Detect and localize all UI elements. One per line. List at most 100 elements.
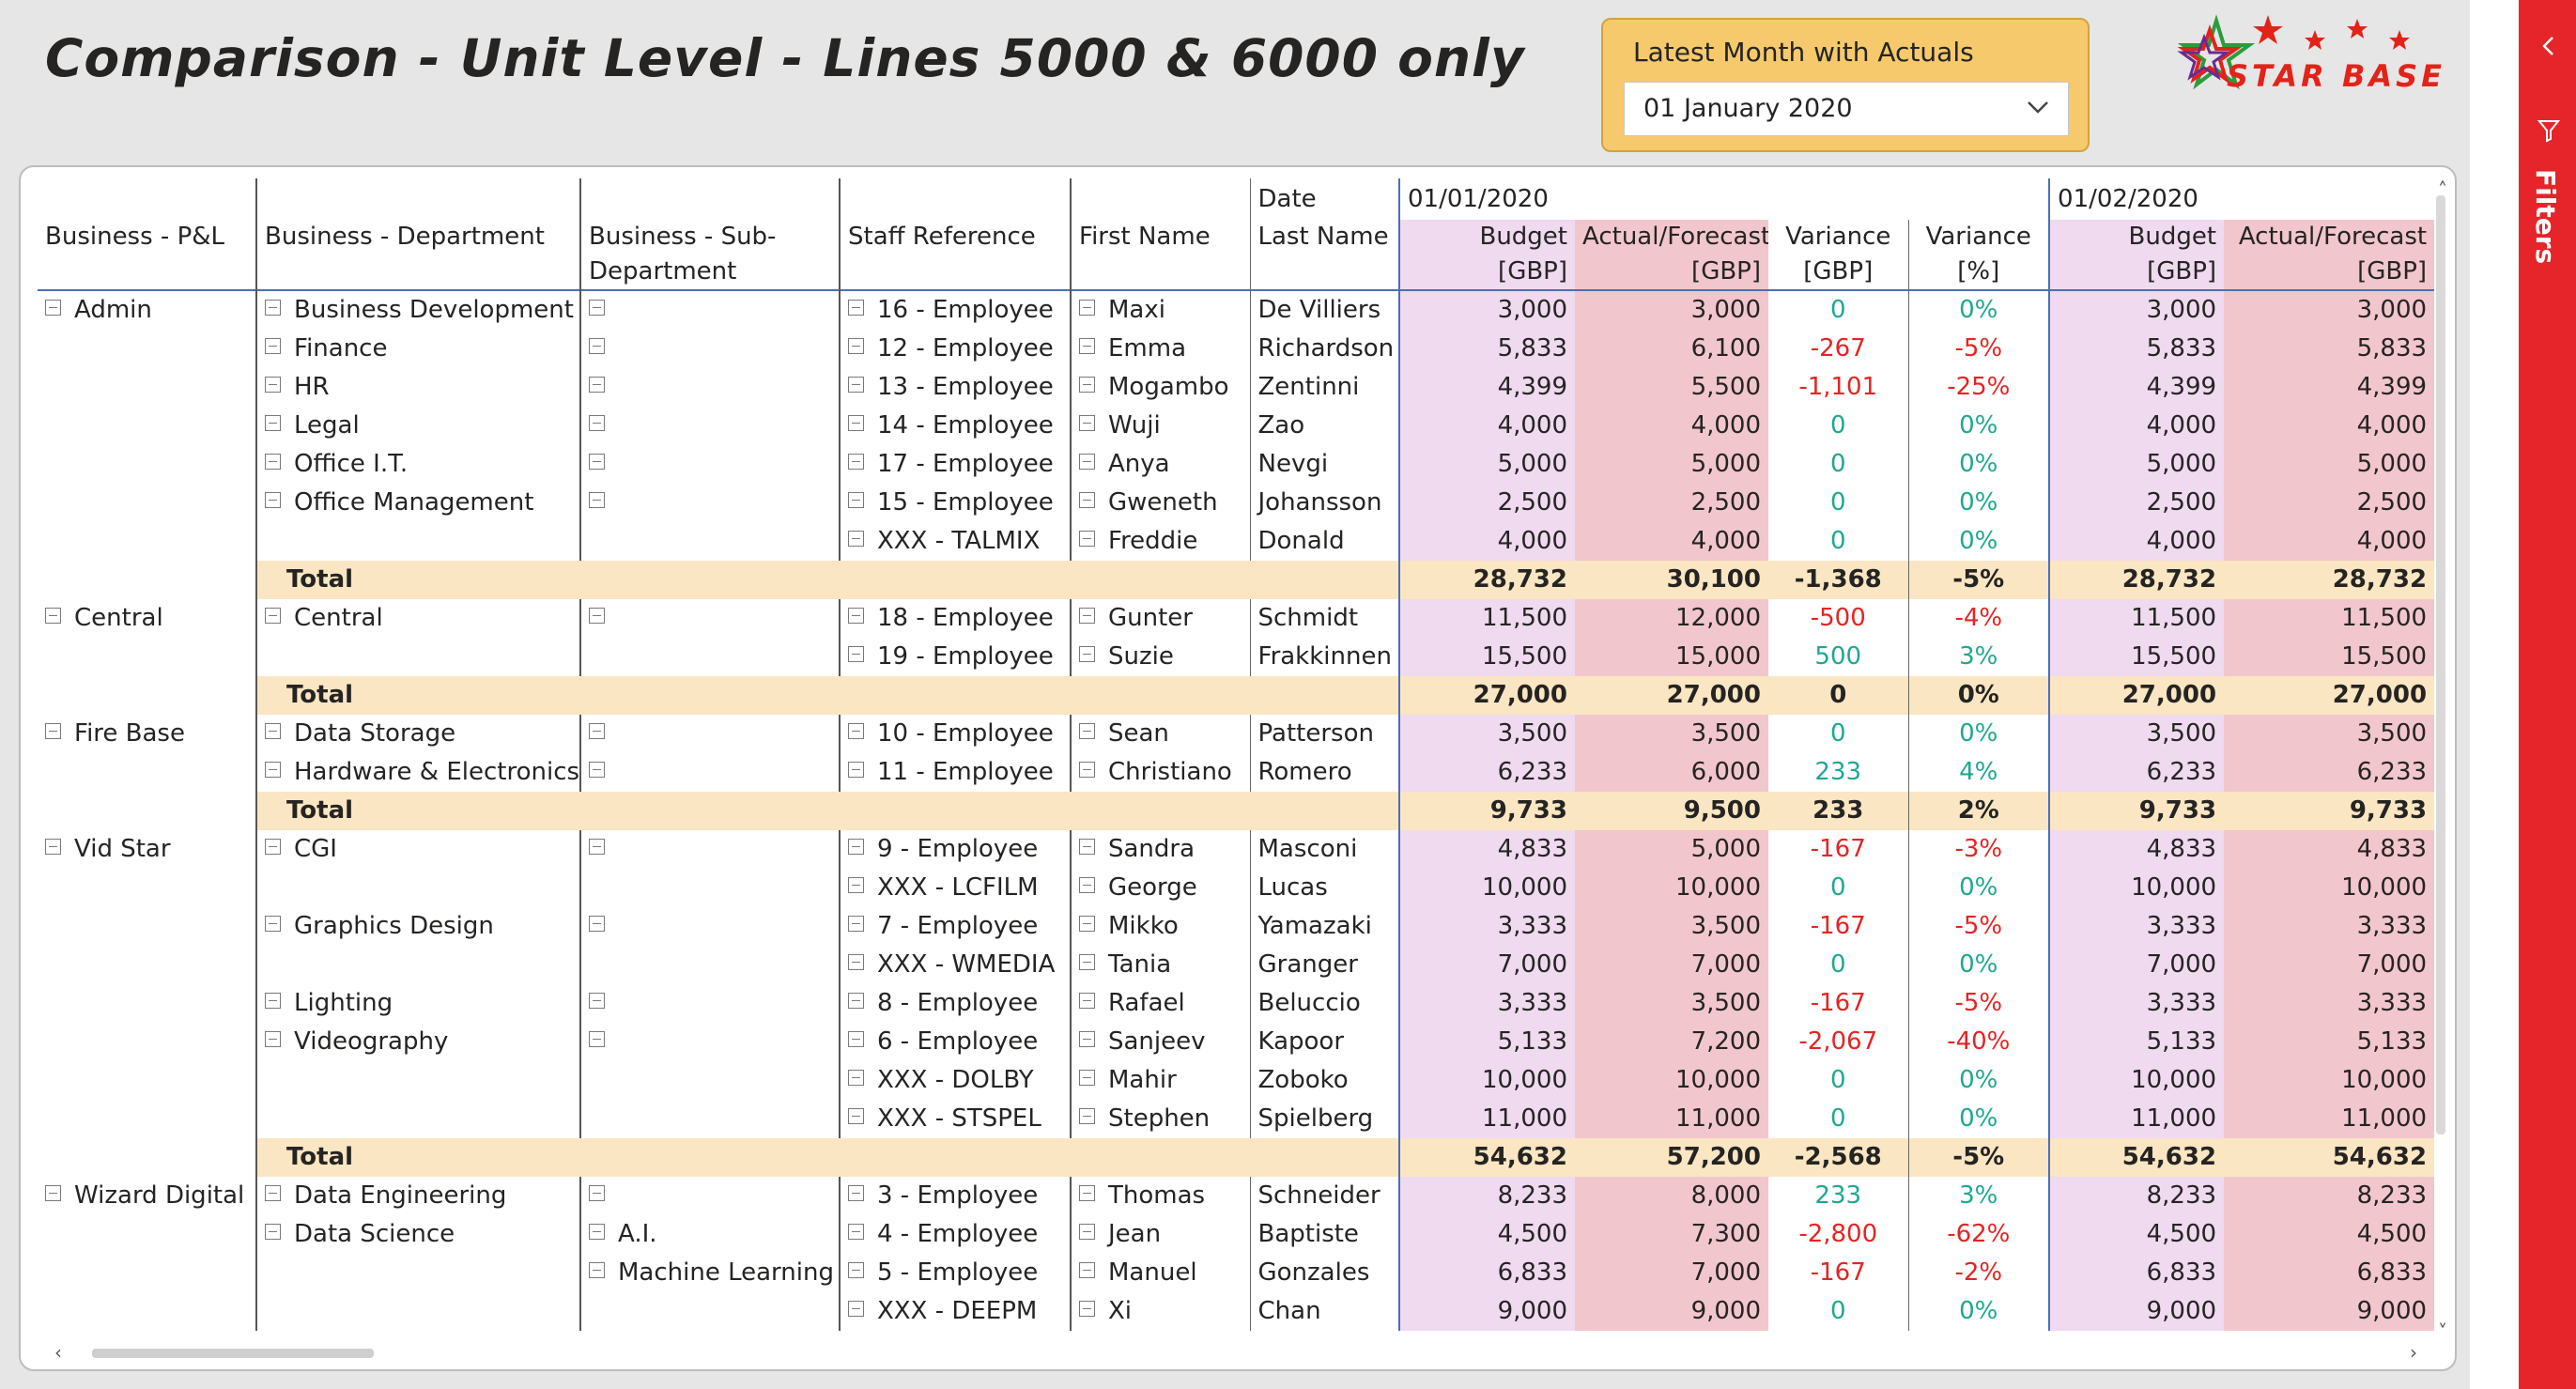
expand-collapse-icon[interactable] [1079, 839, 1095, 855]
col-header-last[interactable]: Last Name [1249, 220, 1399, 290]
cell-first-name[interactable]: Sandra [1070, 830, 1250, 869]
cell-staff[interactable]: 5 - Employee [839, 1254, 1071, 1292]
cell-first-name[interactable]: Wuji [1070, 407, 1250, 445]
expand-collapse-icon[interactable] [848, 454, 864, 470]
expand-collapse-icon[interactable] [1079, 916, 1095, 932]
cell-first-name[interactable]: Jean [1070, 1215, 1250, 1254]
cell-pl[interactable]: Wizard Digital [38, 1177, 256, 1215]
expand-collapse-icon[interactable] [589, 839, 605, 855]
cell-staff[interactable]: 12 - Employee [839, 330, 1071, 368]
expand-collapse-icon[interactable] [848, 1108, 864, 1124]
expand-collapse-icon[interactable] [1079, 877, 1095, 893]
cell-staff[interactable]: 8 - Employee [839, 984, 1071, 1023]
col-header-first[interactable]: First Name [1070, 220, 1250, 290]
expand-collapse-icon[interactable] [45, 839, 61, 855]
cell-dept[interactable]: Finance [255, 330, 580, 368]
cell-staff[interactable]: 9 - Employee [839, 830, 1071, 869]
expand-collapse-icon[interactable] [1079, 954, 1095, 970]
cell-dept[interactable]: Videography [255, 1023, 580, 1061]
cell-staff[interactable]: XXX - STSPEL [839, 1100, 1071, 1138]
cell-first-name[interactable]: Mikko [1070, 907, 1250, 946]
cell-first-name[interactable]: Thomas [1070, 1177, 1250, 1215]
expand-collapse-icon[interactable] [1079, 1262, 1095, 1278]
expand-collapse-icon[interactable] [1079, 454, 1095, 470]
expand-collapse-icon[interactable] [589, 1031, 605, 1047]
month-slicer[interactable]: Latest Month with Actuals 01 January 202… [1601, 18, 2090, 152]
cell-subdept[interactable] [579, 830, 840, 869]
cell-subdept[interactable] [579, 484, 840, 522]
cell-subdept[interactable]: Machine Learning [579, 1254, 840, 1292]
expand-collapse-icon[interactable] [848, 1224, 864, 1240]
expand-collapse-icon[interactable] [265, 300, 281, 316]
expand-collapse-icon[interactable] [848, 646, 864, 662]
vertical-scrollbar[interactable] [2434, 195, 2447, 1313]
cell-first-name[interactable]: Sanjeev [1070, 1023, 1250, 1061]
expand-collapse-icon[interactable] [265, 839, 281, 855]
expand-collapse-icon[interactable] [848, 839, 864, 855]
slicer-dropdown[interactable]: 01 January 2020 [1624, 82, 2069, 136]
cell-dept[interactable]: Legal [255, 407, 580, 445]
cell-dept[interactable]: Data Storage [255, 715, 580, 753]
expand-collapse-icon[interactable] [1079, 1108, 1095, 1124]
expand-collapse-icon[interactable] [848, 608, 864, 624]
cell-dept[interactable]: Business Development [255, 290, 580, 330]
cell-subdept[interactable] [579, 445, 840, 484]
horizontal-scrollbar-thumb[interactable] [92, 1349, 374, 1358]
expand-collapse-icon[interactable] [848, 916, 864, 932]
month2-header[interactable]: 01/02/2020 [2048, 178, 2434, 220]
cell-staff[interactable]: 17 - Employee [839, 445, 1071, 484]
expand-collapse-icon[interactable] [848, 762, 864, 778]
cell-dept[interactable]: Hardware & Electronics [255, 753, 580, 792]
expand-collapse-icon[interactable] [848, 415, 864, 431]
expand-collapse-icon[interactable] [848, 877, 864, 893]
expand-collapse-icon[interactable] [848, 954, 864, 970]
expand-collapse-icon[interactable] [265, 415, 281, 431]
cell-dept[interactable]: Office I.T. [255, 445, 580, 484]
chevron-left-icon[interactable] [2537, 32, 2560, 60]
expand-collapse-icon[interactable] [1079, 762, 1095, 778]
cell-subdept[interactable] [579, 1177, 840, 1215]
expand-collapse-icon[interactable] [265, 762, 281, 778]
horizontal-scrollbar[interactable] [73, 1347, 2402, 1360]
col-header-variance-pct[interactable]: Variance [%] [1907, 220, 2050, 290]
cell-first-name[interactable]: Manuel [1070, 1254, 1250, 1292]
expand-collapse-icon[interactable] [1079, 1185, 1095, 1201]
col-header-budget-2[interactable]: Budget [GBP] [2048, 220, 2225, 290]
cell-first-name[interactable]: Freddie [1070, 522, 1250, 561]
scroll-up-icon[interactable]: ˄ [2438, 178, 2447, 201]
expand-collapse-icon[interactable] [1079, 1070, 1095, 1086]
cell-staff[interactable]: 13 - Employee [839, 368, 1071, 407]
expand-collapse-icon[interactable] [1079, 492, 1095, 508]
cell-subdept[interactable]: A.I. [579, 1215, 840, 1254]
expand-collapse-icon[interactable] [265, 338, 281, 354]
cell-first-name[interactable]: Christiano [1070, 753, 1250, 792]
expand-collapse-icon[interactable] [848, 492, 864, 508]
col-header-pl[interactable]: Business - P&L [45, 223, 225, 251]
cell-dept[interactable]: Office Management [255, 484, 580, 522]
cell-pl[interactable]: Admin [38, 290, 256, 330]
cell-staff[interactable]: XXX - TALMIX [839, 522, 1071, 561]
date-header[interactable]: Date [1249, 178, 1399, 220]
expand-collapse-icon[interactable] [589, 916, 605, 932]
expand-collapse-icon[interactable] [265, 1031, 281, 1047]
cell-staff[interactable]: XXX - DEEPM [839, 1292, 1071, 1331]
expand-collapse-icon[interactable] [265, 608, 281, 624]
cell-first-name[interactable]: Anya [1070, 445, 1250, 484]
expand-collapse-icon[interactable] [1079, 646, 1095, 662]
cell-subdept[interactable] [579, 368, 840, 407]
cell-subdept[interactable] [579, 290, 840, 330]
expand-collapse-icon[interactable] [589, 762, 605, 778]
col-header-dept[interactable]: Business - Department [255, 220, 580, 290]
cell-staff[interactable]: 19 - Employee [839, 638, 1071, 676]
expand-collapse-icon[interactable] [1079, 723, 1095, 739]
expand-collapse-icon[interactable] [45, 723, 61, 739]
expand-collapse-icon[interactable] [589, 300, 605, 316]
cell-first-name[interactable]: Gweneth [1070, 484, 1250, 522]
expand-collapse-icon[interactable] [1079, 531, 1095, 547]
expand-collapse-icon[interactable] [1079, 415, 1095, 431]
expand-collapse-icon[interactable] [589, 723, 605, 739]
col-header-actual-2[interactable]: Actual/Forecast [GBP] [2224, 220, 2434, 290]
expand-collapse-icon[interactable] [265, 723, 281, 739]
expand-collapse-icon[interactable] [1079, 1031, 1095, 1047]
cell-first-name[interactable]: Sean [1070, 715, 1250, 753]
